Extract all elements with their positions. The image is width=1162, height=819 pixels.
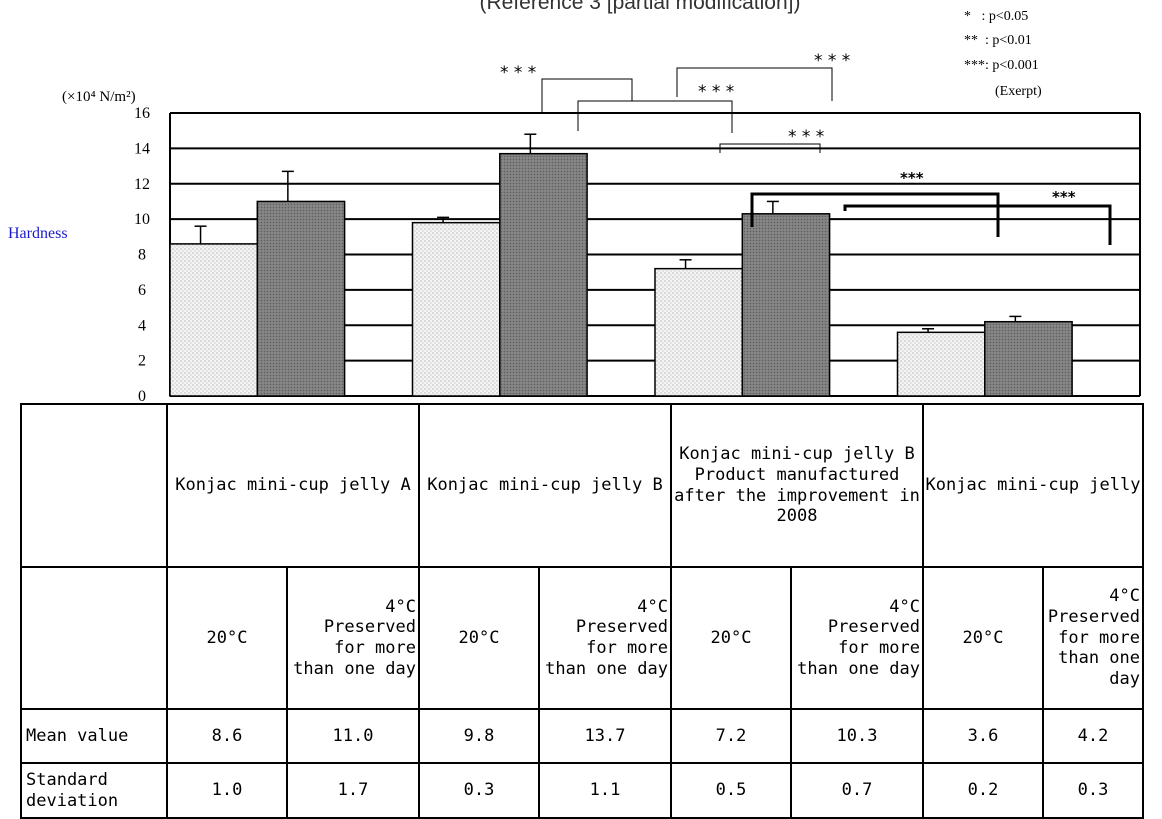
data-table: Konjac mini-cup jelly A Konjac mini-cup …	[20, 403, 1144, 819]
mean-value-cell: 11.0	[286, 708, 420, 764]
y-tick-label: 14	[134, 140, 150, 157]
corner-cell	[20, 566, 168, 710]
bars	[169, 152, 1073, 397]
bar	[654, 267, 744, 397]
mean-value-cell: 7.2	[670, 708, 792, 764]
sd-value-cell: 1.1	[538, 762, 672, 819]
hardness-chart: (Reference 3 [partial modification]) (×1…	[0, 0, 1162, 403]
error-bars	[194, 133, 1022, 333]
sd-value-cell: 0.5	[670, 762, 792, 819]
y-tick-labels: 0 2 4 6 8 10 12 14 16	[134, 105, 150, 403]
mean-value-cell: 4.2	[1042, 708, 1144, 764]
chart-title: (Reference 3 [partial modification])	[480, 0, 801, 14]
bar	[896, 331, 986, 397]
table-mean-row: Mean value 8.6 11.0 9.8 13.7 7.2 10.3 3.…	[20, 708, 1144, 764]
bar	[169, 243, 259, 397]
sig-mark-2: * * *	[698, 82, 734, 102]
sd-value-cell: 0.7	[790, 762, 924, 819]
y-tick-label: 16	[134, 105, 150, 122]
sig-mark-1: * * *	[500, 63, 536, 83]
sig-mark-4: * * *	[788, 127, 824, 147]
y-tick-label: 2	[138, 353, 146, 370]
y-tick-label: 4	[138, 317, 146, 334]
header-jelly-b-improved: Konjac mini-cup jelly B Product manufact…	[670, 403, 924, 568]
corner-cell	[20, 403, 168, 568]
sd-value-cell: 1.7	[286, 762, 420, 819]
mean-value-cell: 13.7	[538, 708, 672, 764]
temp-cell-20: 20°C	[670, 566, 792, 710]
header-jelly-a: Konjac mini-cup jelly A	[166, 403, 420, 568]
mean-value-cell: 3.6	[922, 708, 1044, 764]
temp-cell-20: 20°C	[166, 566, 288, 710]
bracket-5	[750, 192, 1000, 237]
mean-value-cell: 9.8	[418, 708, 540, 764]
chart-svg: (Reference 3 [partial modification]) (×1…	[8, 0, 1141, 403]
legend-p0001: ***: p<0.001	[964, 58, 1039, 73]
temp-cell-4: 4°C Preserved for more than one day	[286, 566, 420, 710]
bracket-2	[577, 100, 733, 133]
sd-value-cell: 0.3	[418, 762, 540, 819]
legend-excerpt: (Exerpt)	[995, 84, 1042, 99]
temp-cell-4: 4°C Preserved for more than one day	[790, 566, 924, 710]
bar	[741, 213, 831, 397]
unit-label: (×10⁴ N/m²)	[62, 89, 136, 105]
mean-value-cell: 10.3	[790, 708, 924, 764]
temp-cell-20: 20°C	[418, 566, 540, 710]
legend-p001: ** : p<0.01	[964, 33, 1032, 48]
y-axis-label: Hardness	[8, 225, 68, 242]
significance-brackets	[541, 67, 1112, 245]
table-header-row: Konjac mini-cup jelly A Konjac mini-cup …	[20, 403, 1144, 568]
legend-p005: * : p<0.05	[964, 9, 1028, 24]
mean-value-cell: 8.6	[166, 708, 288, 764]
bracket-4	[719, 143, 821, 153]
sig-mark-5: ***	[900, 169, 924, 187]
significance-legend: * : p<0.05 ** : p<0.01 ***: p<0.001 (Exe…	[964, 9, 1042, 99]
y-tick-label: 6	[138, 282, 146, 299]
sd-value-cell: 1.0	[166, 762, 288, 819]
bar	[984, 320, 1073, 397]
temp-cell-4: 4°C Preserved for more than one day	[1042, 566, 1144, 710]
temp-cell-20: 20°C	[922, 566, 1044, 710]
mean-row-label: Mean value	[20, 708, 168, 764]
sig-mark-3: * * *	[814, 51, 850, 71]
table-sd-row: Standard deviation 1.0 1.7 0.3 1.1 0.5 0…	[20, 762, 1144, 819]
bracket-3	[676, 67, 833, 101]
header-jelly-b: Konjac mini-cup jelly B	[418, 403, 672, 568]
header-jelly: Konjac mini-cup jelly	[922, 403, 1144, 568]
sig-mark-6: ***	[1052, 188, 1076, 206]
y-tick-label: 12	[134, 176, 150, 193]
bracket-6	[843, 204, 1112, 245]
bracket-1	[541, 78, 633, 113]
sd-value-cell: 0.2	[922, 762, 1044, 819]
table-temperature-row: 20°C 4°C Preserved for more than one day…	[20, 566, 1144, 710]
temp-cell-4: 4°C Preserved for more than one day	[538, 566, 672, 710]
y-tick-label: 10	[134, 211, 150, 228]
significance-marks: * * * * * * * * * * * * *** ***	[500, 51, 1076, 206]
y-tick-label: 8	[138, 247, 146, 264]
bar	[256, 200, 346, 397]
bar	[499, 152, 588, 397]
y-tick-label: 0	[138, 388, 146, 403]
bar	[411, 221, 501, 397]
sd-value-cell: 0.3	[1042, 762, 1144, 819]
sd-row-label: Standard deviation	[20, 762, 168, 819]
